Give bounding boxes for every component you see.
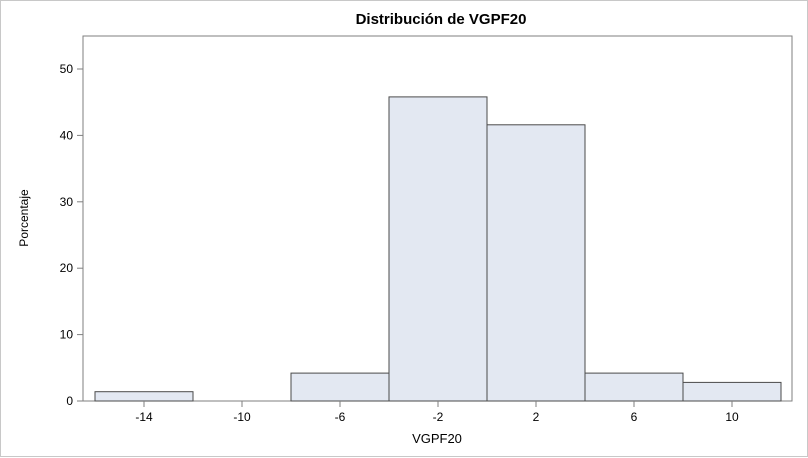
x-tick-label: 6 xyxy=(631,410,638,424)
histogram-bar--2 xyxy=(388,96,488,402)
histogram-bar-2 xyxy=(486,124,586,402)
y-tick-label: 40 xyxy=(60,128,74,142)
y-axis-label: Porcentaje xyxy=(17,189,31,247)
y-tick-label: 30 xyxy=(60,195,74,209)
x-tick-label: -2 xyxy=(433,410,444,424)
histogram-bar-6 xyxy=(584,372,684,402)
y-tick-label: 50 xyxy=(60,62,74,76)
histogram-bar--14 xyxy=(94,391,194,402)
x-tick-label: -14 xyxy=(135,410,153,424)
x-axis-ticks: -14 -10 -6 -2 2 6 10 xyxy=(135,401,739,424)
y-axis-ticks: 0 10 20 30 40 50 xyxy=(60,62,83,408)
x-axis-label: VGPF20 xyxy=(412,431,462,446)
x-tick-label: 2 xyxy=(533,410,540,424)
x-tick-label: 10 xyxy=(725,410,739,424)
x-tick-label: -10 xyxy=(233,410,251,424)
y-tick-label: 10 xyxy=(60,328,74,342)
x-tick-label: -6 xyxy=(335,410,346,424)
y-tick-label: 0 xyxy=(66,394,73,408)
chart-title: Distribución de VGPF20 xyxy=(356,11,527,28)
bars-group xyxy=(94,96,782,402)
histogram-bar-10 xyxy=(682,381,782,402)
histogram-bar--6 xyxy=(290,372,390,402)
y-tick-label: 20 xyxy=(60,261,74,275)
